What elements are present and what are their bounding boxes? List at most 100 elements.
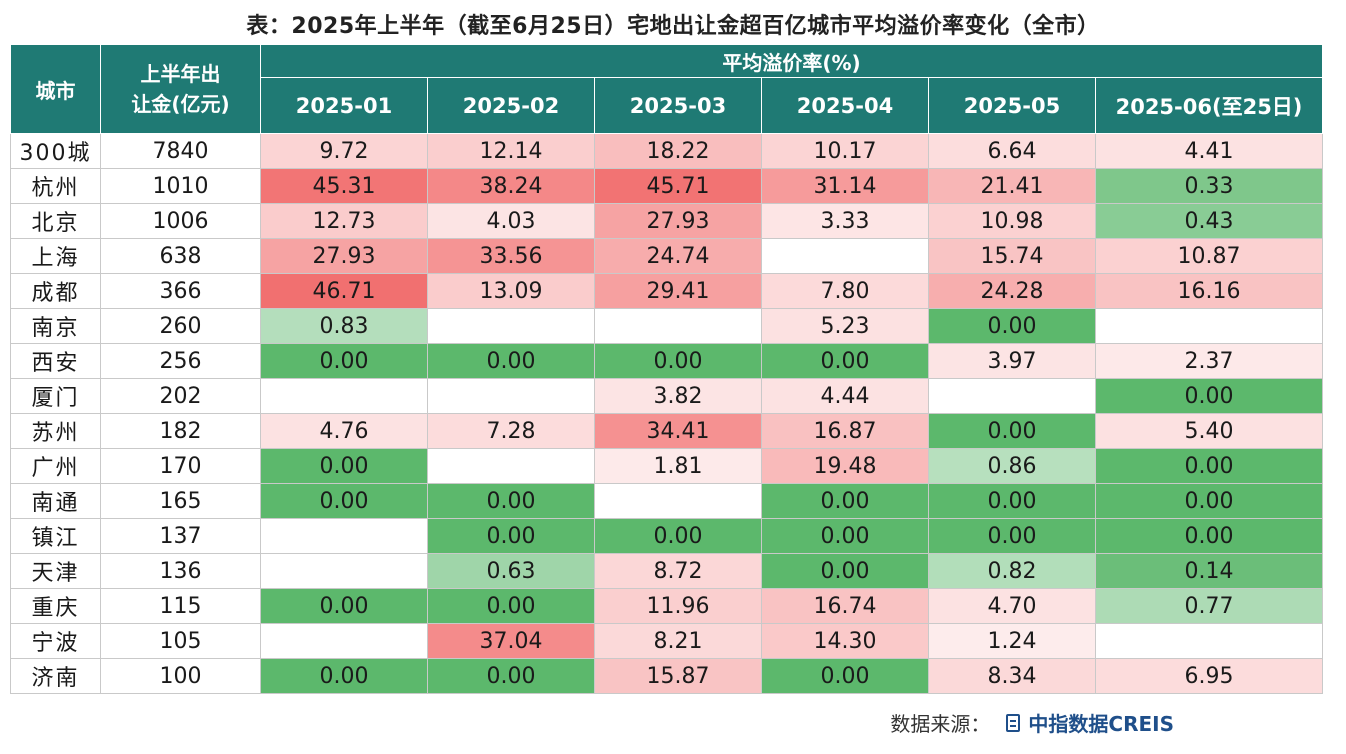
rate-cell: 0.00 <box>1094 378 1324 414</box>
city-cell: 成都 <box>10 273 101 309</box>
rate-cell: 31.14 <box>761 168 929 204</box>
rate-cell: 33.56 <box>427 238 595 274</box>
rate-cell: 0.00 <box>928 308 1096 344</box>
table-title: 表：2025年上半年（截至6月25日）宅地出让金超百亿城市平均溢价率变化（全市） <box>246 14 1100 39</box>
header-amount: 上半年出 让金(亿元) <box>100 44 261 134</box>
rate-cell: 13.09 <box>427 273 595 309</box>
rate-cell: 0.00 <box>427 343 595 379</box>
city-cell: 300城 <box>10 133 101 169</box>
city-cell: 南京 <box>10 308 101 344</box>
amount-cell: 137 <box>100 518 261 554</box>
rate-cell: 29.41 <box>594 273 762 309</box>
rate-cell: 0.43 <box>1094 203 1324 239</box>
table-row: 南通 165 0.00 0.00 0.00 0.00 0.00 <box>10 483 1324 519</box>
rate-cell: 11.96 <box>594 588 762 624</box>
city-cell: 上海 <box>10 238 101 274</box>
rate-cell: 0.00 <box>761 343 929 379</box>
rate-cell: 0.00 <box>1094 518 1324 554</box>
rate-cell: 0.14 <box>1094 553 1324 589</box>
amount-cell: 7840 <box>100 133 261 169</box>
header-month: 2025-06(至25日) <box>1094 77 1324 134</box>
rate-cell: 0.00 <box>594 518 762 554</box>
rate-cell: 0.00 <box>427 658 595 694</box>
amount-cell: 136 <box>100 553 261 589</box>
table-row: 杭州 1010 45.31 38.24 45.71 31.14 21.41 0.33 <box>10 168 1324 204</box>
city-cell: 重庆 <box>10 588 101 624</box>
rate-cell: 0.00 <box>761 483 929 519</box>
rate-cell: 3.97 <box>928 343 1096 379</box>
table-row: 苏州 182 4.76 7.28 34.41 16.87 0.00 5.40 <box>10 413 1324 449</box>
rate-cell: 27.93 <box>260 238 428 274</box>
rate-cell: 8.72 <box>594 553 762 589</box>
rate-cell: 9.72 <box>260 133 428 169</box>
amount-cell: 1010 <box>100 168 261 204</box>
table-row: 宁波 105 37.04 8.21 14.30 1.24 <box>10 623 1324 659</box>
city-cell: 西安 <box>10 343 101 379</box>
amount-cell: 202 <box>100 378 261 414</box>
rate-cell: 15.74 <box>928 238 1096 274</box>
rate-cell: 18.22 <box>594 133 762 169</box>
rate-cell <box>594 308 762 344</box>
table-row: 天津 136 0.63 8.72 0.00 0.82 0.14 <box>10 553 1324 589</box>
premium-rate-table: 城市 上半年出 让金(亿元) 平均溢价率(%) 2025-01 2025-02 … <box>10 43 1324 694</box>
table-row: 镇江 137 0.00 0.00 0.00 0.00 0.00 <box>10 518 1324 554</box>
rate-cell: 0.00 <box>427 588 595 624</box>
rate-cell: 3.33 <box>761 203 929 239</box>
rate-cell: 0.00 <box>427 483 595 519</box>
rate-cell: 4.70 <box>928 588 1096 624</box>
header-month: 2025-05 <box>928 77 1096 134</box>
table-row: 上海 638 27.93 33.56 24.74 15.74 10.87 <box>10 238 1324 274</box>
rate-cell: 0.00 <box>928 518 1096 554</box>
rate-cell: 1.81 <box>594 448 762 484</box>
amount-cell: 638 <box>100 238 261 274</box>
rate-cell: 10.17 <box>761 133 929 169</box>
rate-cell: 0.83 <box>260 308 428 344</box>
rate-cell: 0.00 <box>928 413 1096 449</box>
city-cell: 济南 <box>10 658 101 694</box>
amount-cell: 256 <box>100 343 261 379</box>
table-row: 南京 260 0.83 5.23 0.00 <box>10 308 1324 344</box>
rate-cell: 0.00 <box>761 658 929 694</box>
rate-cell <box>594 483 762 519</box>
table-row: 北京 1006 12.73 4.03 27.93 3.33 10.98 0.43 <box>10 203 1324 239</box>
rate-cell: 27.93 <box>594 203 762 239</box>
header-month: 2025-02 <box>427 77 595 134</box>
amount-cell: 115 <box>100 588 261 624</box>
rate-cell <box>427 378 595 414</box>
source-brand: 中指数据CREIS <box>1028 712 1174 736</box>
rate-cell: 0.77 <box>1094 588 1324 624</box>
rate-cell <box>260 518 428 554</box>
rate-cell <box>260 553 428 589</box>
rate-cell: 5.23 <box>761 308 929 344</box>
rate-cell: 3.82 <box>594 378 762 414</box>
rate-cell: 38.24 <box>427 168 595 204</box>
rate-cell: 0.00 <box>427 518 595 554</box>
rate-cell: 14.30 <box>761 623 929 659</box>
rate-cell: 0.00 <box>928 483 1096 519</box>
rate-cell: 0.00 <box>260 448 428 484</box>
city-cell: 宁波 <box>10 623 101 659</box>
rate-cell <box>260 623 428 659</box>
header-amount-line2: 让金(亿元) <box>131 92 230 116</box>
rate-cell <box>427 308 595 344</box>
rate-cell <box>1094 308 1324 344</box>
rate-cell <box>928 378 1096 414</box>
rate-cell: 19.48 <box>761 448 929 484</box>
rate-cell: 8.34 <box>928 658 1096 694</box>
source-footer: 数据来源： 中指数据CREIS <box>890 708 1174 737</box>
table-row: 厦门 202 3.82 4.44 0.00 <box>10 378 1324 414</box>
rate-cell: 16.74 <box>761 588 929 624</box>
rate-cell: 37.04 <box>427 623 595 659</box>
source-label: 数据来源： <box>890 712 991 736</box>
table-body: 300城 7840 9.72 12.14 18.22 10.17 6.64 4.41 杭州 101… <box>10 133 1324 694</box>
rate-cell: 0.63 <box>427 553 595 589</box>
rate-cell: 16.16 <box>1094 273 1324 309</box>
table-row: 300城 7840 9.72 12.14 18.22 10.17 6.64 4.41 <box>10 133 1324 169</box>
rate-cell: 0.00 <box>1094 483 1324 519</box>
amount-cell: 182 <box>100 413 261 449</box>
rate-cell: 6.64 <box>928 133 1096 169</box>
rate-cell: 16.87 <box>761 413 929 449</box>
rate-cell <box>761 238 929 274</box>
table-row: 重庆 115 0.00 0.00 11.96 16.74 4.70 0.77 <box>10 588 1324 624</box>
header-month: 2025-01 <box>260 77 428 134</box>
